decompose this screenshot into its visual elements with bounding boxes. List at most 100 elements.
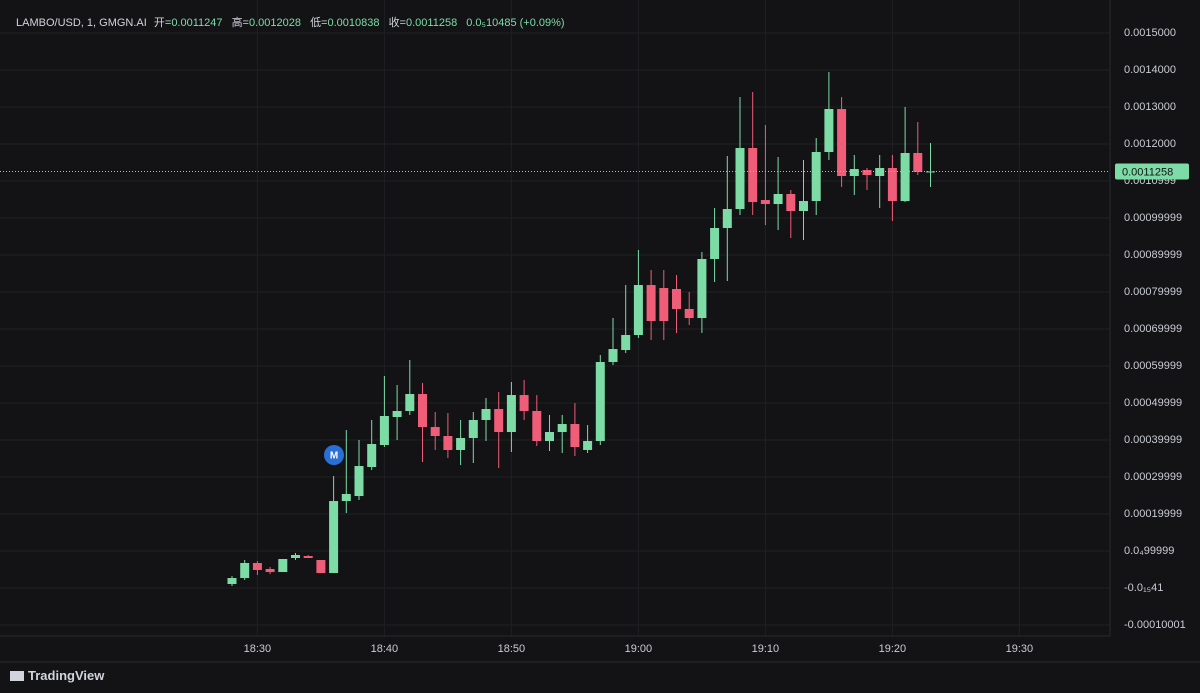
y-tick-label: 0.00079999 xyxy=(1124,286,1182,298)
candle xyxy=(405,360,415,415)
candle-body xyxy=(303,556,313,559)
candle xyxy=(303,555,313,559)
candle-body xyxy=(557,424,567,433)
low-label: 低= xyxy=(310,17,328,29)
candle xyxy=(837,97,847,187)
branding[interactable]: TradingView xyxy=(10,668,104,683)
candle xyxy=(392,385,402,441)
candle-body xyxy=(837,109,847,177)
y-tick-label: 0.00039999 xyxy=(1124,434,1182,446)
close-label: 收= xyxy=(388,17,406,29)
candle-body xyxy=(506,395,516,433)
y-tick-label: 0.00019999 xyxy=(1124,508,1182,520)
candle xyxy=(697,252,707,334)
y-tick-label: 0.0012000 xyxy=(1124,138,1176,150)
candle xyxy=(354,440,364,501)
candle xyxy=(252,560,262,576)
candle xyxy=(557,414,567,453)
x-tick-label: 18:40 xyxy=(371,643,399,655)
candle xyxy=(773,156,783,230)
y-tick-label: -0.00010001 xyxy=(1124,619,1186,631)
candle-body xyxy=(875,168,885,177)
candle xyxy=(519,379,529,420)
candle-body xyxy=(735,148,745,210)
candle-body xyxy=(811,151,821,202)
candle xyxy=(494,392,504,469)
logo xyxy=(10,671,24,681)
marker-letter: M xyxy=(330,451,338,462)
x-tick-label: 18:30 xyxy=(244,643,272,655)
candle-body xyxy=(786,193,796,212)
candle-body xyxy=(265,568,275,573)
candle xyxy=(240,560,250,581)
candle-body xyxy=(443,436,453,450)
candle xyxy=(786,189,796,239)
candle xyxy=(265,566,275,575)
open-label: 开= xyxy=(153,17,172,29)
y-tick-label: 0.00089999 xyxy=(1124,249,1182,261)
y-tick-label: 0.0015000 xyxy=(1124,27,1176,39)
open-value: 0.0011247 xyxy=(171,17,223,29)
candle xyxy=(430,411,440,450)
low-value: 0.0010838 xyxy=(327,17,380,29)
candle-body xyxy=(252,562,262,570)
change: 0.0₅10485 (+0.09%) xyxy=(466,17,565,29)
candle xyxy=(468,411,478,464)
candle-body xyxy=(710,227,720,260)
candle xyxy=(456,419,466,466)
candle xyxy=(799,159,808,241)
candle xyxy=(913,121,923,176)
high-label: 高= xyxy=(231,17,249,29)
candle-body xyxy=(456,438,466,450)
x-tick-label: 18:50 xyxy=(498,643,526,655)
candle xyxy=(900,107,910,203)
candle xyxy=(278,559,288,573)
candle xyxy=(646,269,656,340)
candle-body xyxy=(659,288,669,322)
candle-body xyxy=(621,335,631,351)
candle-body xyxy=(468,419,478,439)
x-tick-label: 19:10 xyxy=(752,643,780,655)
candle-body xyxy=(316,560,326,574)
candle-body xyxy=(672,289,681,309)
candle xyxy=(824,72,834,160)
candle-body xyxy=(240,562,250,579)
y-tick-label: 0.0₄99999 xyxy=(1124,545,1174,557)
candle-body xyxy=(481,409,491,420)
candle-body xyxy=(608,349,618,363)
candle xyxy=(633,250,643,338)
candle-body xyxy=(849,169,859,177)
candle xyxy=(227,576,237,587)
candle xyxy=(341,430,351,514)
candle-body xyxy=(430,427,440,437)
candle-body xyxy=(379,415,389,446)
candle-body xyxy=(799,201,808,212)
candle-body xyxy=(748,148,758,203)
candle-body xyxy=(519,395,529,411)
candle xyxy=(722,155,732,282)
last-price-box xyxy=(1115,163,1189,180)
candle-body xyxy=(913,152,923,173)
candle xyxy=(367,419,377,471)
candle xyxy=(710,208,720,283)
candle-body xyxy=(900,152,910,202)
candle xyxy=(811,138,821,216)
x-tick-label: 19:30 xyxy=(1006,643,1034,655)
brand-text: TradingView xyxy=(28,668,105,683)
candle xyxy=(684,292,694,326)
close-value: 0.0011258 xyxy=(406,17,458,29)
candle xyxy=(875,154,885,209)
candle xyxy=(887,154,897,222)
candle-body xyxy=(824,109,834,152)
candle xyxy=(443,412,453,458)
candle-body xyxy=(684,308,694,319)
candle xyxy=(583,425,593,453)
last-price-label: 0.0011258 xyxy=(1122,166,1173,178)
candle-body xyxy=(354,466,364,497)
candle-body xyxy=(418,394,427,428)
event-marker[interactable]: M xyxy=(324,445,344,465)
y-tick-label: -0.0₁₅41 xyxy=(1124,582,1163,594)
candle-body xyxy=(646,285,656,322)
